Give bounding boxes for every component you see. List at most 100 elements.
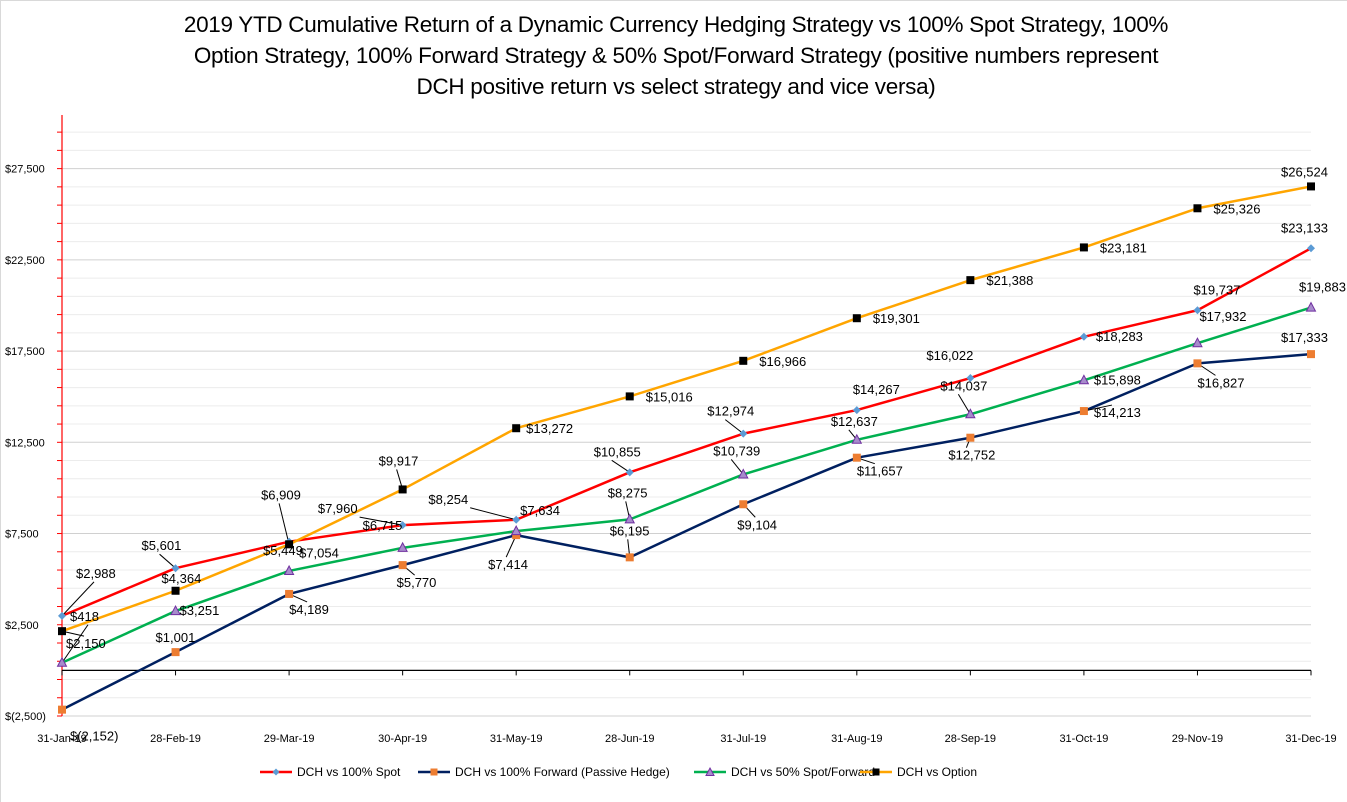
x-tick-label: 31-Jan-19 xyxy=(37,733,87,745)
data-label-leader-line xyxy=(730,459,744,475)
data-label: $14,213 xyxy=(1094,405,1141,420)
data-label: $19,301 xyxy=(873,311,920,326)
data-label: $23,133 xyxy=(1281,220,1328,235)
data-label: $7,414 xyxy=(488,557,528,572)
data-label: $11,657 xyxy=(857,464,903,479)
data-point-marker xyxy=(965,408,976,419)
data-label-leader-line xyxy=(159,553,176,569)
data-point-marker xyxy=(625,392,634,401)
data-label: $4,189 xyxy=(289,602,329,617)
data-point-marker xyxy=(283,564,295,575)
data-label-leader-line xyxy=(470,507,517,521)
data-label: $9,917 xyxy=(379,453,419,468)
data-label: $18,283 xyxy=(1096,329,1143,344)
data-point-marker xyxy=(398,521,407,530)
data-label: $4,364 xyxy=(162,571,202,586)
data-point-marker xyxy=(397,541,408,552)
data-label: $19,883 xyxy=(1299,280,1346,295)
legend-label-option: DCH vs Option xyxy=(897,765,978,779)
data-label: $12,974 xyxy=(707,404,754,419)
data-label: $7,054 xyxy=(299,546,339,561)
legend-item-option[interactable]: DCH vs Option xyxy=(859,765,977,779)
data-label: $6,195 xyxy=(610,523,650,538)
x-tick-label: 29-Nov-19 xyxy=(1172,733,1223,745)
data-point-marker xyxy=(1307,350,1315,359)
data-point-marker xyxy=(966,374,975,383)
data-point-marker xyxy=(398,561,407,570)
legend-item-forward[interactable]: DCH vs 100% Forward (Passive Hedge) xyxy=(417,765,670,779)
y-tick-label: $17,500 xyxy=(5,346,45,358)
data-label: $21,388 xyxy=(986,273,1033,288)
legend-swatch-spot-forward-icon xyxy=(694,766,726,776)
data-point-marker xyxy=(852,453,861,462)
data-point-marker xyxy=(58,611,66,620)
x-tick-label: 31-Oct-19 xyxy=(1059,733,1108,745)
data-point-marker xyxy=(512,515,521,524)
data-label-leader-line xyxy=(611,459,631,473)
series-lines xyxy=(61,185,1312,711)
data-label: $16,966 xyxy=(759,354,806,369)
x-tick-label: 28-Sep-19 xyxy=(945,733,996,745)
data-point-marker xyxy=(1193,204,1202,213)
legend-item-spot-forward[interactable]: DCH vs 50% Spot/Forward xyxy=(693,765,875,779)
legend-label-spot-forward: DCH vs 50% Spot/Forward xyxy=(731,765,876,779)
x-tick-label: 31-May-19 xyxy=(490,733,543,745)
data-point-marker xyxy=(58,627,66,636)
data-label: $5,449 xyxy=(263,543,303,558)
data-point-marker xyxy=(398,485,407,494)
x-tick-label: 28-Feb-19 xyxy=(150,733,201,745)
data-label: $7,634 xyxy=(520,503,560,518)
x-tick-label: 29-Mar-19 xyxy=(264,733,315,745)
legend-swatch-forward-icon xyxy=(418,768,450,776)
data-point-marker xyxy=(1305,301,1317,312)
series-line-1 xyxy=(61,352,1312,711)
data-label: $10,855 xyxy=(594,444,641,459)
data-label: $15,898 xyxy=(1094,372,1141,387)
data-label: $6,715 xyxy=(363,518,403,533)
data-point-marker xyxy=(512,424,521,433)
data-point-marker xyxy=(512,531,521,540)
data-point-marker xyxy=(739,356,748,365)
data-label: $12,752 xyxy=(948,448,995,463)
label-leader-lines xyxy=(61,362,1216,664)
data-label-leader-line xyxy=(724,419,744,435)
data-point-marker xyxy=(1307,182,1315,191)
legend-swatch-spot-icon xyxy=(260,768,292,776)
chart-title: 2019 YTD Cumulative Return of a Dynamic … xyxy=(101,9,1251,102)
data-point-marker xyxy=(1193,359,1202,368)
data-label: $7,960 xyxy=(318,501,358,516)
data-point-marker xyxy=(624,513,636,524)
data-point-marker xyxy=(56,656,68,667)
y-tick-label: $27,500 xyxy=(5,164,45,176)
data-point-marker xyxy=(285,540,294,549)
data-labels: $2,988 $5,601 $7,054 $7,960 $8,254 $10,855 $12… xyxy=(66,164,1346,743)
legend-item-spot[interactable]: DCH vs 100% Spot xyxy=(259,765,400,779)
y-tick-label: $2,500 xyxy=(5,620,39,632)
data-point-marker xyxy=(852,406,861,415)
x-tick-label: 31-Jul-19 xyxy=(720,733,766,745)
data-label: $17,333 xyxy=(1281,330,1328,345)
x-tick-label: 28-Jun-19 xyxy=(605,733,655,745)
data-label: $16,827 xyxy=(1197,375,1244,390)
data-label-leader-line xyxy=(359,516,403,526)
data-label: $10,739 xyxy=(713,443,760,458)
data-label: $8,254 xyxy=(428,492,468,507)
data-label: $23,181 xyxy=(1100,240,1147,255)
data-point-marker xyxy=(739,429,748,438)
data-point-marker xyxy=(737,468,749,479)
data-point-marker xyxy=(851,433,863,444)
data-point-marker xyxy=(966,433,975,442)
data-point-marker xyxy=(171,586,180,595)
series-line-0 xyxy=(61,247,1312,618)
y-tick-label: $7,500 xyxy=(5,529,39,541)
data-label: $13,272 xyxy=(526,421,573,436)
legend-label-forward: DCH vs 100% Forward (Passive Hedge) xyxy=(455,765,670,779)
data-label: $26,524 xyxy=(1281,164,1328,179)
x-tick-label: 31-Dec-19 xyxy=(1285,733,1336,745)
data-label: $12,637 xyxy=(831,414,878,429)
data-point-marker xyxy=(739,500,748,509)
data-point-marker xyxy=(1193,306,1202,315)
data-point-marker xyxy=(1079,243,1088,252)
data-label: $8,275 xyxy=(608,485,648,500)
data-label-leader-line xyxy=(61,624,89,664)
